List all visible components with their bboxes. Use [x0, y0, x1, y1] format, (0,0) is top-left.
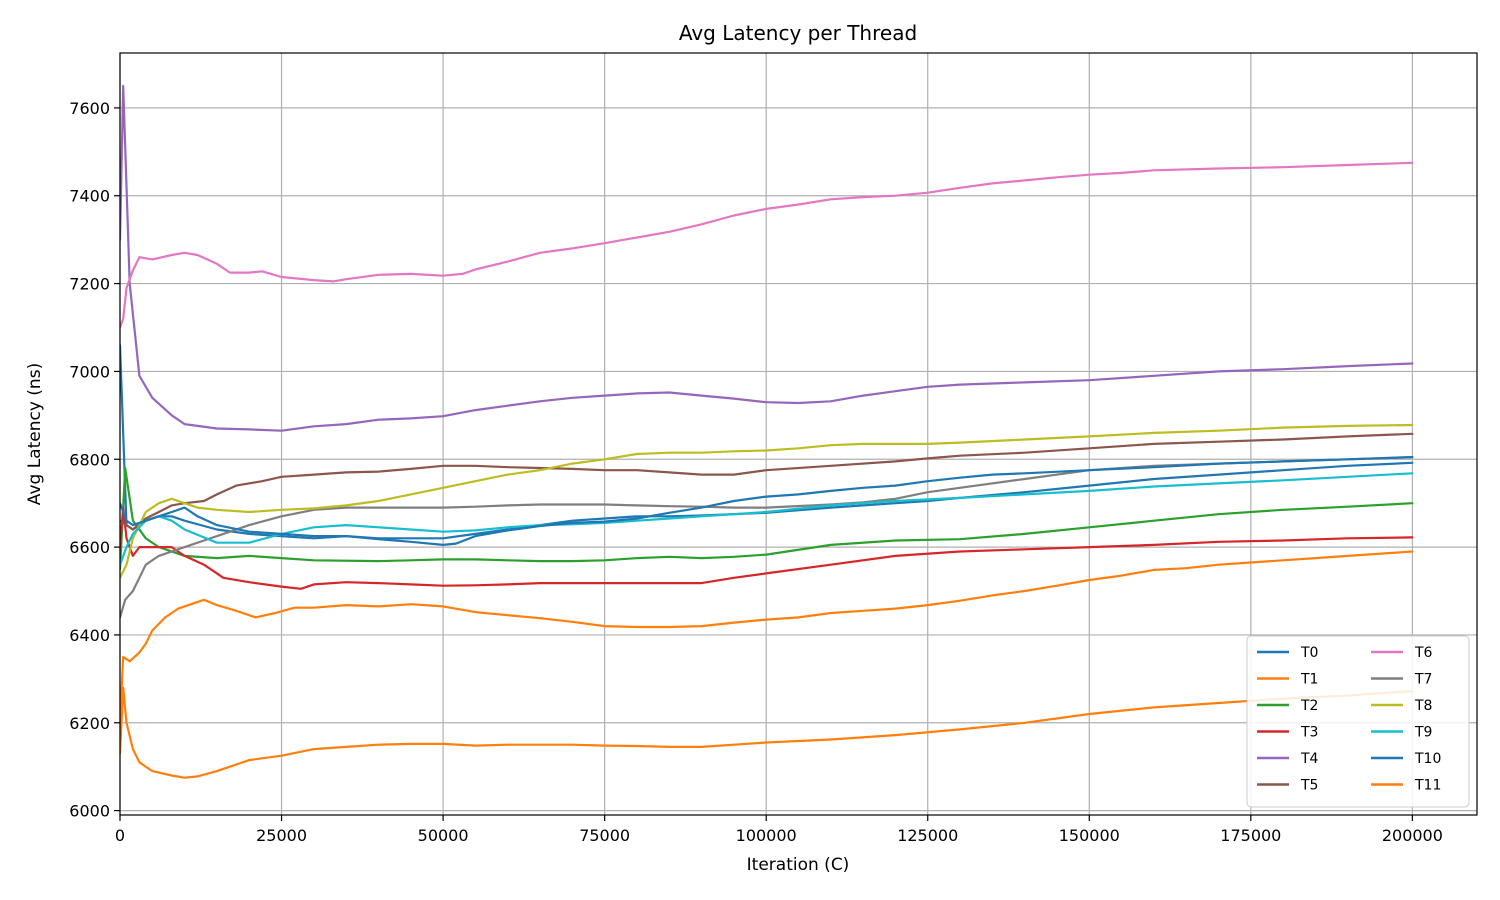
legend-label: T1	[1300, 672, 1318, 688]
x-tick-label: 125000	[897, 826, 958, 845]
series-line-t8	[120, 423, 1414, 579]
y-tick-label: 7000	[69, 362, 110, 381]
x-tick-label: 0	[115, 826, 125, 845]
legend-label: T6	[1414, 645, 1433, 661]
x-tick-label: 100000	[736, 826, 797, 845]
y-axis-label: Avg Latency (ns)	[25, 363, 45, 505]
y-tick-label: 6000	[69, 802, 110, 821]
x-tick-label: 200000	[1382, 826, 1443, 845]
series-line-t7	[120, 456, 1414, 619]
x-tick-label: 50000	[418, 826, 469, 845]
series-line-t1	[120, 686, 1414, 779]
series-line-t4	[120, 84, 1414, 432]
series-line-t9	[120, 472, 1414, 566]
legend-label: T7	[1414, 672, 1432, 688]
legend-label: T11	[1414, 778, 1441, 794]
chart-title: Avg Latency per Thread	[679, 21, 917, 45]
y-tick-label: 7200	[69, 275, 110, 294]
y-tick-label: 7400	[69, 187, 110, 206]
series-line-t3	[120, 506, 1414, 590]
series-line-t6	[120, 161, 1414, 329]
x-axis-label: Iteration (C)	[747, 855, 850, 875]
axis-ticks: 0 25000 50000 75000 100000 125000 150000 175000…	[69, 99, 1443, 845]
legend-label: T0	[1300, 645, 1318, 661]
series-line-t5	[120, 432, 1414, 531]
y-tick-label: 6200	[69, 714, 110, 733]
x-tick-label: 75000	[579, 826, 630, 845]
legend-box	[1246, 635, 1470, 808]
y-tick-label: 6800	[69, 450, 110, 469]
plot-frame	[119, 52, 1478, 816]
legend-label: T2	[1300, 698, 1318, 714]
x-tick-label: 150000	[1059, 826, 1120, 845]
series-line-t2	[120, 466, 1414, 571]
plot-area	[120, 84, 1414, 779]
x-tick-label: 25000	[256, 826, 307, 845]
legend-label: T4	[1300, 751, 1319, 767]
x-tick-label: 175000	[1220, 826, 1281, 845]
legend-label: T5	[1300, 778, 1318, 794]
y-tick-label: 7600	[69, 99, 110, 118]
legend-label: T3	[1300, 725, 1318, 741]
series-line-t11	[120, 550, 1414, 724]
legend: T0 T1 T2 T3 T4 T5 T6 T7 T8 T9 T10 T11	[1246, 635, 1470, 808]
legend-label: T8	[1414, 698, 1432, 714]
series-line-t10	[120, 456, 1414, 546]
legend-label: T9	[1414, 725, 1432, 741]
y-tick-label: 6400	[69, 626, 110, 645]
y-tick-label: 6600	[69, 538, 110, 557]
legend-label: T10	[1414, 751, 1441, 767]
